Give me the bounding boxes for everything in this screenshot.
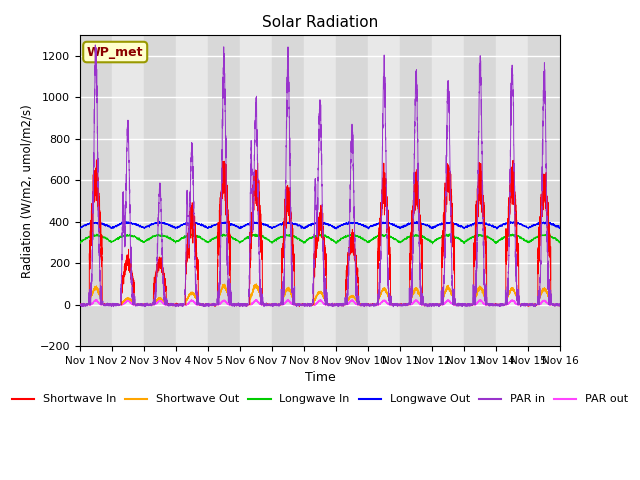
Bar [464,36,496,346]
Bar [304,36,336,346]
Legend: Shortwave In, Shortwave Out, Longwave In, Longwave Out, PAR in, PAR out: Shortwave In, Shortwave Out, Longwave In… [7,390,633,409]
Bar [272,36,304,346]
Bar [112,36,144,346]
Bar [144,36,176,346]
X-axis label: Time: Time [305,372,335,384]
Title: Solar Radiation: Solar Radiation [262,15,378,30]
Bar [528,36,560,346]
Bar [336,36,368,346]
Bar [208,36,240,346]
Y-axis label: Radiation (W/m2, umol/m2/s): Radiation (W/m2, umol/m2/s) [21,104,34,277]
Bar [240,36,272,346]
Bar [432,36,464,346]
Text: WP_met: WP_met [87,46,143,59]
Bar [80,36,112,346]
Bar [368,36,400,346]
Bar [496,36,528,346]
Bar [176,36,208,346]
Bar [400,36,432,346]
